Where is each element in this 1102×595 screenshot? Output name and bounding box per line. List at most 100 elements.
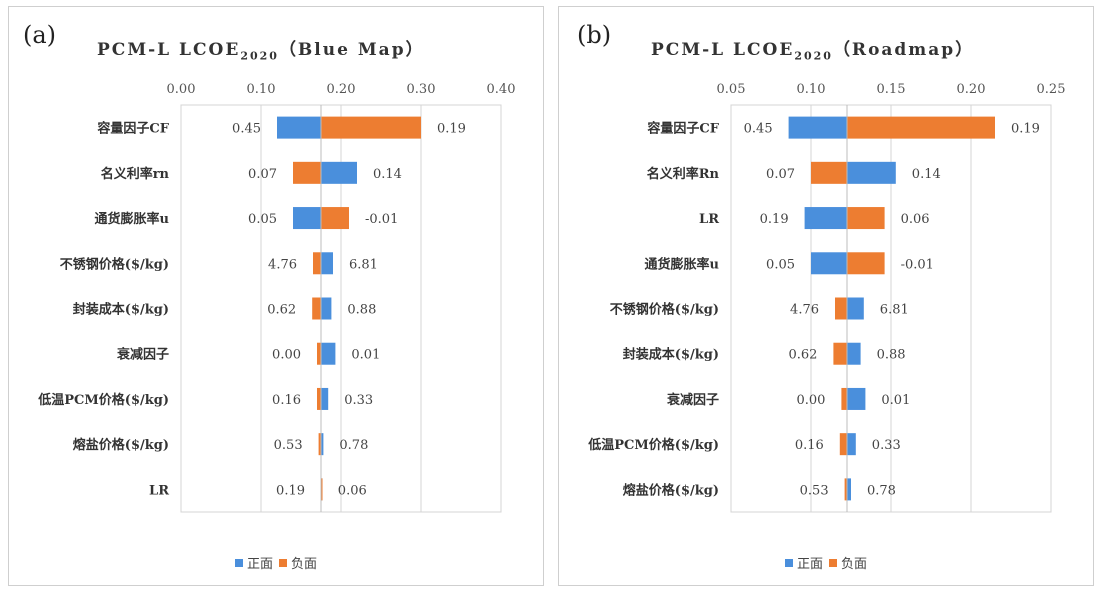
- bar-negative: [847, 207, 885, 230]
- bar-negative: [847, 116, 995, 139]
- data-label-right: 0.33: [344, 393, 373, 408]
- bar-negative: [847, 252, 885, 275]
- data-label-left: 4.76: [790, 303, 819, 318]
- data-label-right: 0.88: [347, 303, 376, 318]
- x-tick-label: 0.10: [797, 82, 826, 97]
- bar-positive: [847, 433, 856, 456]
- category-label: 不锈钢价格($/kg): [610, 302, 719, 318]
- data-label-left: 0.45: [744, 122, 773, 137]
- category-label: 通货膨胀率u: [95, 211, 169, 227]
- category-label: 熔盐价格($/kg): [73, 437, 169, 453]
- category-label: 封装成本($/kg): [623, 347, 719, 363]
- data-label-right: 0.78: [339, 438, 368, 453]
- category-label: 低温PCM价格($/kg): [37, 392, 169, 408]
- bar-negative: [811, 161, 847, 184]
- bar-positive: [847, 387, 866, 410]
- tornado-chart-a: 0.00 0.10 0.20 0.30 0.40 容量因子CF 0.45 0.19 名义利率rn…: [37, 82, 516, 513]
- data-label-left: 0.19: [760, 212, 789, 227]
- bar-negative: [321, 478, 323, 501]
- data-label-right: 0.19: [1011, 122, 1040, 137]
- data-label-left: 0.53: [800, 483, 829, 498]
- bar-negative: [833, 342, 847, 365]
- data-label-right: 0.14: [912, 167, 941, 182]
- category-label: 熔盐价格($/kg): [623, 482, 719, 498]
- category-label: 通货膨胀率u: [645, 256, 719, 272]
- bar-negative: [321, 207, 349, 230]
- data-label-right: 0.06: [901, 212, 930, 227]
- data-label-right: 0.88: [877, 348, 906, 363]
- bar-positive: [811, 252, 847, 275]
- legend-item-negative: 负面: [279, 553, 317, 572]
- data-label-left: 0.62: [788, 348, 817, 363]
- data-label-left: 0.00: [796, 393, 825, 408]
- bar-positive: [293, 207, 321, 230]
- legend: 正面 负面: [785, 553, 867, 572]
- data-label-right: 0.19: [437, 122, 466, 137]
- x-tick-label: 0.30: [407, 82, 436, 97]
- category-label: 低温PCM价格($/kg): [587, 437, 719, 453]
- chart-title: PCM-L LCOE2020（Blue Map）: [97, 35, 425, 62]
- bar-positive: [847, 478, 851, 501]
- category-label: 名义利率rn: [101, 166, 170, 182]
- bar-negative: [312, 297, 321, 320]
- chart-panel-b: (b) PCM-L LCOE2020（Roadmap） 0.05 0.10 0.15…: [558, 6, 1094, 586]
- bar-positive: [321, 433, 324, 456]
- bar-negative: [318, 433, 321, 456]
- x-tick-label: 0.10: [247, 82, 276, 97]
- tornado-chart-b: 0.05 0.10 0.15 0.20 0.25 容量因子CF 0.45 0.19 名义利率Rn…: [587, 82, 1066, 513]
- chart-title-main: PCM-L LCOE: [651, 40, 795, 60]
- x-tick-label: 0.20: [327, 82, 356, 97]
- data-label-left: 0.16: [272, 393, 301, 408]
- legend: 正面 负面: [235, 553, 317, 572]
- bar-negative: [841, 387, 847, 410]
- bar-negative: [835, 297, 847, 320]
- x-tick-label: 0.05: [717, 82, 746, 97]
- chart-title-suffix: （Roadmap）: [832, 40, 975, 60]
- bar-negative: [844, 478, 847, 501]
- bar-positive: [321, 297, 332, 320]
- data-label-left: 0.62: [267, 303, 296, 318]
- legend-item-negative: 负面: [829, 553, 867, 572]
- category-label: 名义利率Rn: [647, 166, 720, 182]
- data-label-right: 6.81: [349, 257, 378, 272]
- bar-negative: [839, 433, 847, 456]
- category-label: 容量因子CF: [646, 121, 719, 137]
- data-label-right: 0.78: [867, 483, 896, 498]
- category-label: 容量因子CF: [96, 121, 169, 137]
- data-label-left: 0.45: [232, 122, 261, 137]
- legend-item-positive: 正面: [235, 553, 273, 572]
- legend-label-positive: 正面: [797, 557, 824, 572]
- x-tick-label: 0.40: [487, 82, 516, 97]
- x-tick-label: 0.25: [1037, 82, 1066, 97]
- legend-swatch-positive: [235, 558, 243, 567]
- data-label-left: 0.05: [766, 257, 795, 272]
- data-label-right: 0.01: [881, 393, 910, 408]
- bar-positive: [321, 342, 336, 365]
- data-label-right: 6.81: [880, 303, 909, 318]
- category-label: 不锈钢价格($/kg): [60, 256, 169, 272]
- data-label-right: 0.06: [338, 483, 367, 498]
- data-label-left: 0.16: [795, 438, 824, 453]
- chart-title-subscript: 2020: [794, 49, 833, 63]
- x-tick-label: 0.00: [167, 82, 196, 97]
- category-label: LR: [149, 483, 169, 498]
- data-label-right: 0.01: [351, 348, 380, 363]
- category-label: LR: [699, 212, 719, 227]
- panel-label: (b): [577, 21, 612, 49]
- bar-negative: [317, 342, 321, 365]
- data-label-left: 0.19: [276, 483, 305, 498]
- legend-label-negative: 负面: [291, 557, 318, 572]
- bar-positive: [804, 207, 847, 230]
- bar-positive: [788, 116, 847, 139]
- bar-negative: [313, 252, 321, 275]
- data-label-left: 0.05: [248, 212, 277, 227]
- data-label-left: 0.07: [248, 167, 277, 182]
- legend-swatch-negative: [829, 558, 838, 567]
- bar-positive: [847, 297, 864, 320]
- legend-item-positive: 正面: [785, 553, 823, 572]
- chart-title-subscript: 2020: [240, 49, 279, 63]
- bar-positive: [321, 387, 329, 410]
- data-label-right: -0.01: [365, 212, 398, 227]
- data-label-right: -0.01: [901, 257, 934, 272]
- chart-title-suffix: （Blue Map）: [278, 40, 425, 60]
